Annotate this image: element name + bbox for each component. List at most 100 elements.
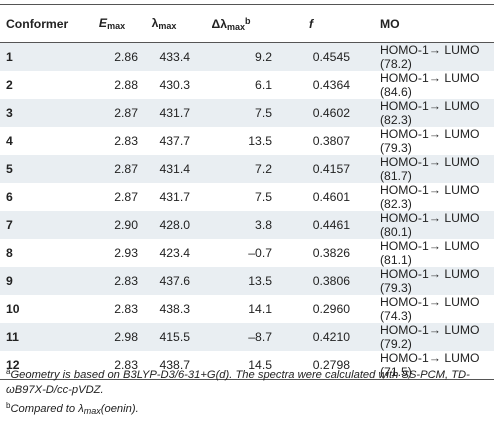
header-conformer: Conformer xyxy=(0,4,86,43)
header-delta-lambda-sup: b xyxy=(245,15,251,26)
cell-lambda-max: 437.6 xyxy=(159,274,191,288)
header-lambda-symbol: λ xyxy=(151,16,159,30)
table-row: 3 2.87 431.7 7.5 0.4602 HOMO-1→ LUMO (82.3) xyxy=(0,99,494,127)
cell-emax: 2.87 xyxy=(114,162,138,176)
cell-delta-lambda-max: 7.2 xyxy=(255,162,272,176)
cell-emax: 2.83 xyxy=(114,134,138,148)
cell-oscillator-strength: 0.2798 xyxy=(272,351,350,380)
cell-delta-lambda-max: 7.5 xyxy=(255,190,272,204)
cell-oscillator-strength: 0.3826 xyxy=(312,246,350,260)
cell-conformer: 2 xyxy=(6,78,13,92)
cell-mo: HOMO-1→ LUMO (71.5) xyxy=(350,351,494,380)
cell-lambda-max: 423.4 xyxy=(159,246,191,260)
cell-emax: 2.90 xyxy=(114,218,138,232)
cell-conformer: 10 xyxy=(6,302,20,316)
cell-oscillator-strength: 0.4364 xyxy=(312,78,350,92)
cell-lambda-max: 433.4 xyxy=(159,50,191,64)
cell-mo: HOMO-1→ LUMO (80.1) xyxy=(380,211,480,239)
cell-conformer: 11 xyxy=(6,330,19,344)
cell-mo: HOMO-1→ LUMO (79.3) xyxy=(380,127,480,155)
cell-emax: 2.87 xyxy=(114,106,138,120)
cell-oscillator-strength: 0.4461 xyxy=(312,218,350,232)
cell-mo: HOMO-1→ LUMO (74.3) xyxy=(380,295,480,323)
footnote-a-text: Geometry is based on B3LYP-D3/6-31+G(d).… xyxy=(6,369,470,396)
table-row: 5 2.87 431.4 7.2 0.4157 HOMO-1→ LUMO (81.7) xyxy=(0,155,494,183)
table-row: 4 2.83 437.7 13.5 0.3807 HOMO-1→ LUMO (79.3) xyxy=(0,127,494,155)
header-mo: MO xyxy=(350,4,494,43)
footnote-b-sub: max xyxy=(83,406,101,416)
cell-emax: 2.98 xyxy=(114,330,138,344)
cell-conformer: 4 xyxy=(6,134,13,148)
cell-lambda-max: 415.5 xyxy=(159,330,191,344)
cell-delta-lambda-max: 6.1 xyxy=(255,78,272,92)
cell-delta-lambda-max: 7.5 xyxy=(255,106,272,120)
cell-mo: HOMO-1→ LUMO (82.3) xyxy=(380,183,480,211)
cell-emax: 2.87 xyxy=(114,190,138,204)
table-row: 6 2.87 431.7 7.5 0.4601 HOMO-1→ LUMO (82.3) xyxy=(0,183,494,211)
cell-conformer: 1 xyxy=(6,50,13,64)
cell-lambda-max: 431.7 xyxy=(159,106,191,120)
footnote-b-text-post: (oenin). xyxy=(100,403,139,415)
cell-delta-lambda-max: 13.5 xyxy=(248,274,272,288)
cell-oscillator-strength: 0.4545 xyxy=(312,50,350,64)
cell-delta-lambda-max: 3.8 xyxy=(255,218,272,232)
footnote-b: bCompared to λmax(oenin). xyxy=(6,398,490,419)
cell-oscillator-strength: 0.3807 xyxy=(312,134,350,148)
cell-oscillator-strength: 0.4157 xyxy=(312,162,350,176)
cell-emax: 2.93 xyxy=(114,246,138,260)
cell-oscillator-strength: 0.4210 xyxy=(312,330,350,344)
header-delta-lambda-max: Δλmaxb xyxy=(190,4,272,43)
cell-oscillator-strength: 0.4602 xyxy=(312,106,350,120)
footnote-b-mark: b xyxy=(6,401,11,410)
cell-delta-lambda-max: –8.7 xyxy=(248,330,272,344)
cell-lambda-max: 438.7 xyxy=(138,351,190,380)
cell-mo: HOMO-1→ LUMO (79.3) xyxy=(380,267,480,295)
cell-conformer: 7 xyxy=(6,218,13,232)
cell-delta-lambda-max: 14.1 xyxy=(248,302,272,316)
conformer-table: Conformer Emax λmax Δλmaxb f MO 1 2.86 433… xyxy=(0,4,494,380)
cell-emax: 2.83 xyxy=(114,302,138,316)
cell-lambda-max: 431.7 xyxy=(159,190,191,204)
table-row: 8 2.93 423.4 –0.7 0.3826 HOMO-1→ LUMO (81.1) xyxy=(0,239,494,267)
header-row: Conformer Emax λmax Δλmaxb f MO xyxy=(0,4,494,43)
cell-oscillator-strength: 0.3806 xyxy=(312,274,350,288)
cell-lambda-max: 430.3 xyxy=(159,78,191,92)
table-row: 7 2.90 428.0 3.8 0.4461 HOMO-1→ LUMO (80.1) xyxy=(0,211,494,239)
cell-conformer: 9 xyxy=(6,274,13,288)
cell-mo: HOMO-1→ LUMO (79.2) xyxy=(380,323,480,351)
cell-conformer: 8 xyxy=(6,246,13,260)
cell-emax: 2.83 xyxy=(86,351,138,380)
cell-lambda-max: 428.0 xyxy=(159,218,191,232)
cell-oscillator-strength: 0.2960 xyxy=(312,302,350,316)
table-body: 1 2.86 433.4 9.2 0.4545 HOMO-1→ LUMO (78.2) 2 2… xyxy=(0,42,494,380)
cell-conformer: 5 xyxy=(6,162,13,176)
table-row: 2 2.88 430.3 6.1 0.4364 HOMO-1→ LUMO (84.6) xyxy=(0,71,494,99)
cell-lambda-max: 438.3 xyxy=(159,302,191,316)
cell-delta-lambda-max: –0.7 xyxy=(248,246,272,260)
cell-mo: HOMO-1→ LUMO (81.7) xyxy=(380,155,480,183)
footnote-b-text-pre: Compared to λ xyxy=(10,403,84,415)
cell-mo: HOMO-1→ LUMO (82.3) xyxy=(380,99,480,127)
table-row: 10 2.83 438.3 14.1 0.2960 HOMO-1→ LUMO (74.3) xyxy=(0,295,494,323)
cell-delta-lambda-max: 14.5 xyxy=(190,351,272,380)
header-lambda-max: λmax xyxy=(138,4,190,43)
cell-mo: HOMO-1→ LUMO (84.6) xyxy=(380,71,480,99)
table-row: 11 2.98 415.5 –8.7 0.4210 HOMO-1→ LUMO (79.2) xyxy=(0,323,494,351)
header-emax-symbol: E xyxy=(98,16,108,30)
cell-lambda-max: 437.7 xyxy=(159,134,191,148)
cell-mo: HOMO-1→ LUMO (81.1) xyxy=(380,239,480,267)
cell-emax: 2.83 xyxy=(114,274,138,288)
header-delta-lambda-sub: max xyxy=(227,21,246,32)
header-delta-lambda-symbol: Δλ xyxy=(211,16,228,31)
cell-emax: 2.88 xyxy=(114,78,138,92)
footnote-a: aGeometry is based on B3LYP-D3/6-31+G(d)… xyxy=(6,364,490,398)
table-footnotes: aGeometry is based on B3LYP-D3/6-31+G(d)… xyxy=(6,364,490,419)
header-emax-sub: max xyxy=(107,21,126,31)
cell-emax: 2.86 xyxy=(114,50,138,64)
cell-conformer: 6 xyxy=(6,190,13,204)
table-row: 1 2.86 433.4 9.2 0.4545 HOMO-1→ LUMO (78.2) xyxy=(0,42,494,71)
table-header: Conformer Emax λmax Δλmaxb f MO xyxy=(0,4,494,43)
header-oscillator-strength: f xyxy=(272,4,350,43)
cell-conformer: 12 xyxy=(0,351,86,380)
